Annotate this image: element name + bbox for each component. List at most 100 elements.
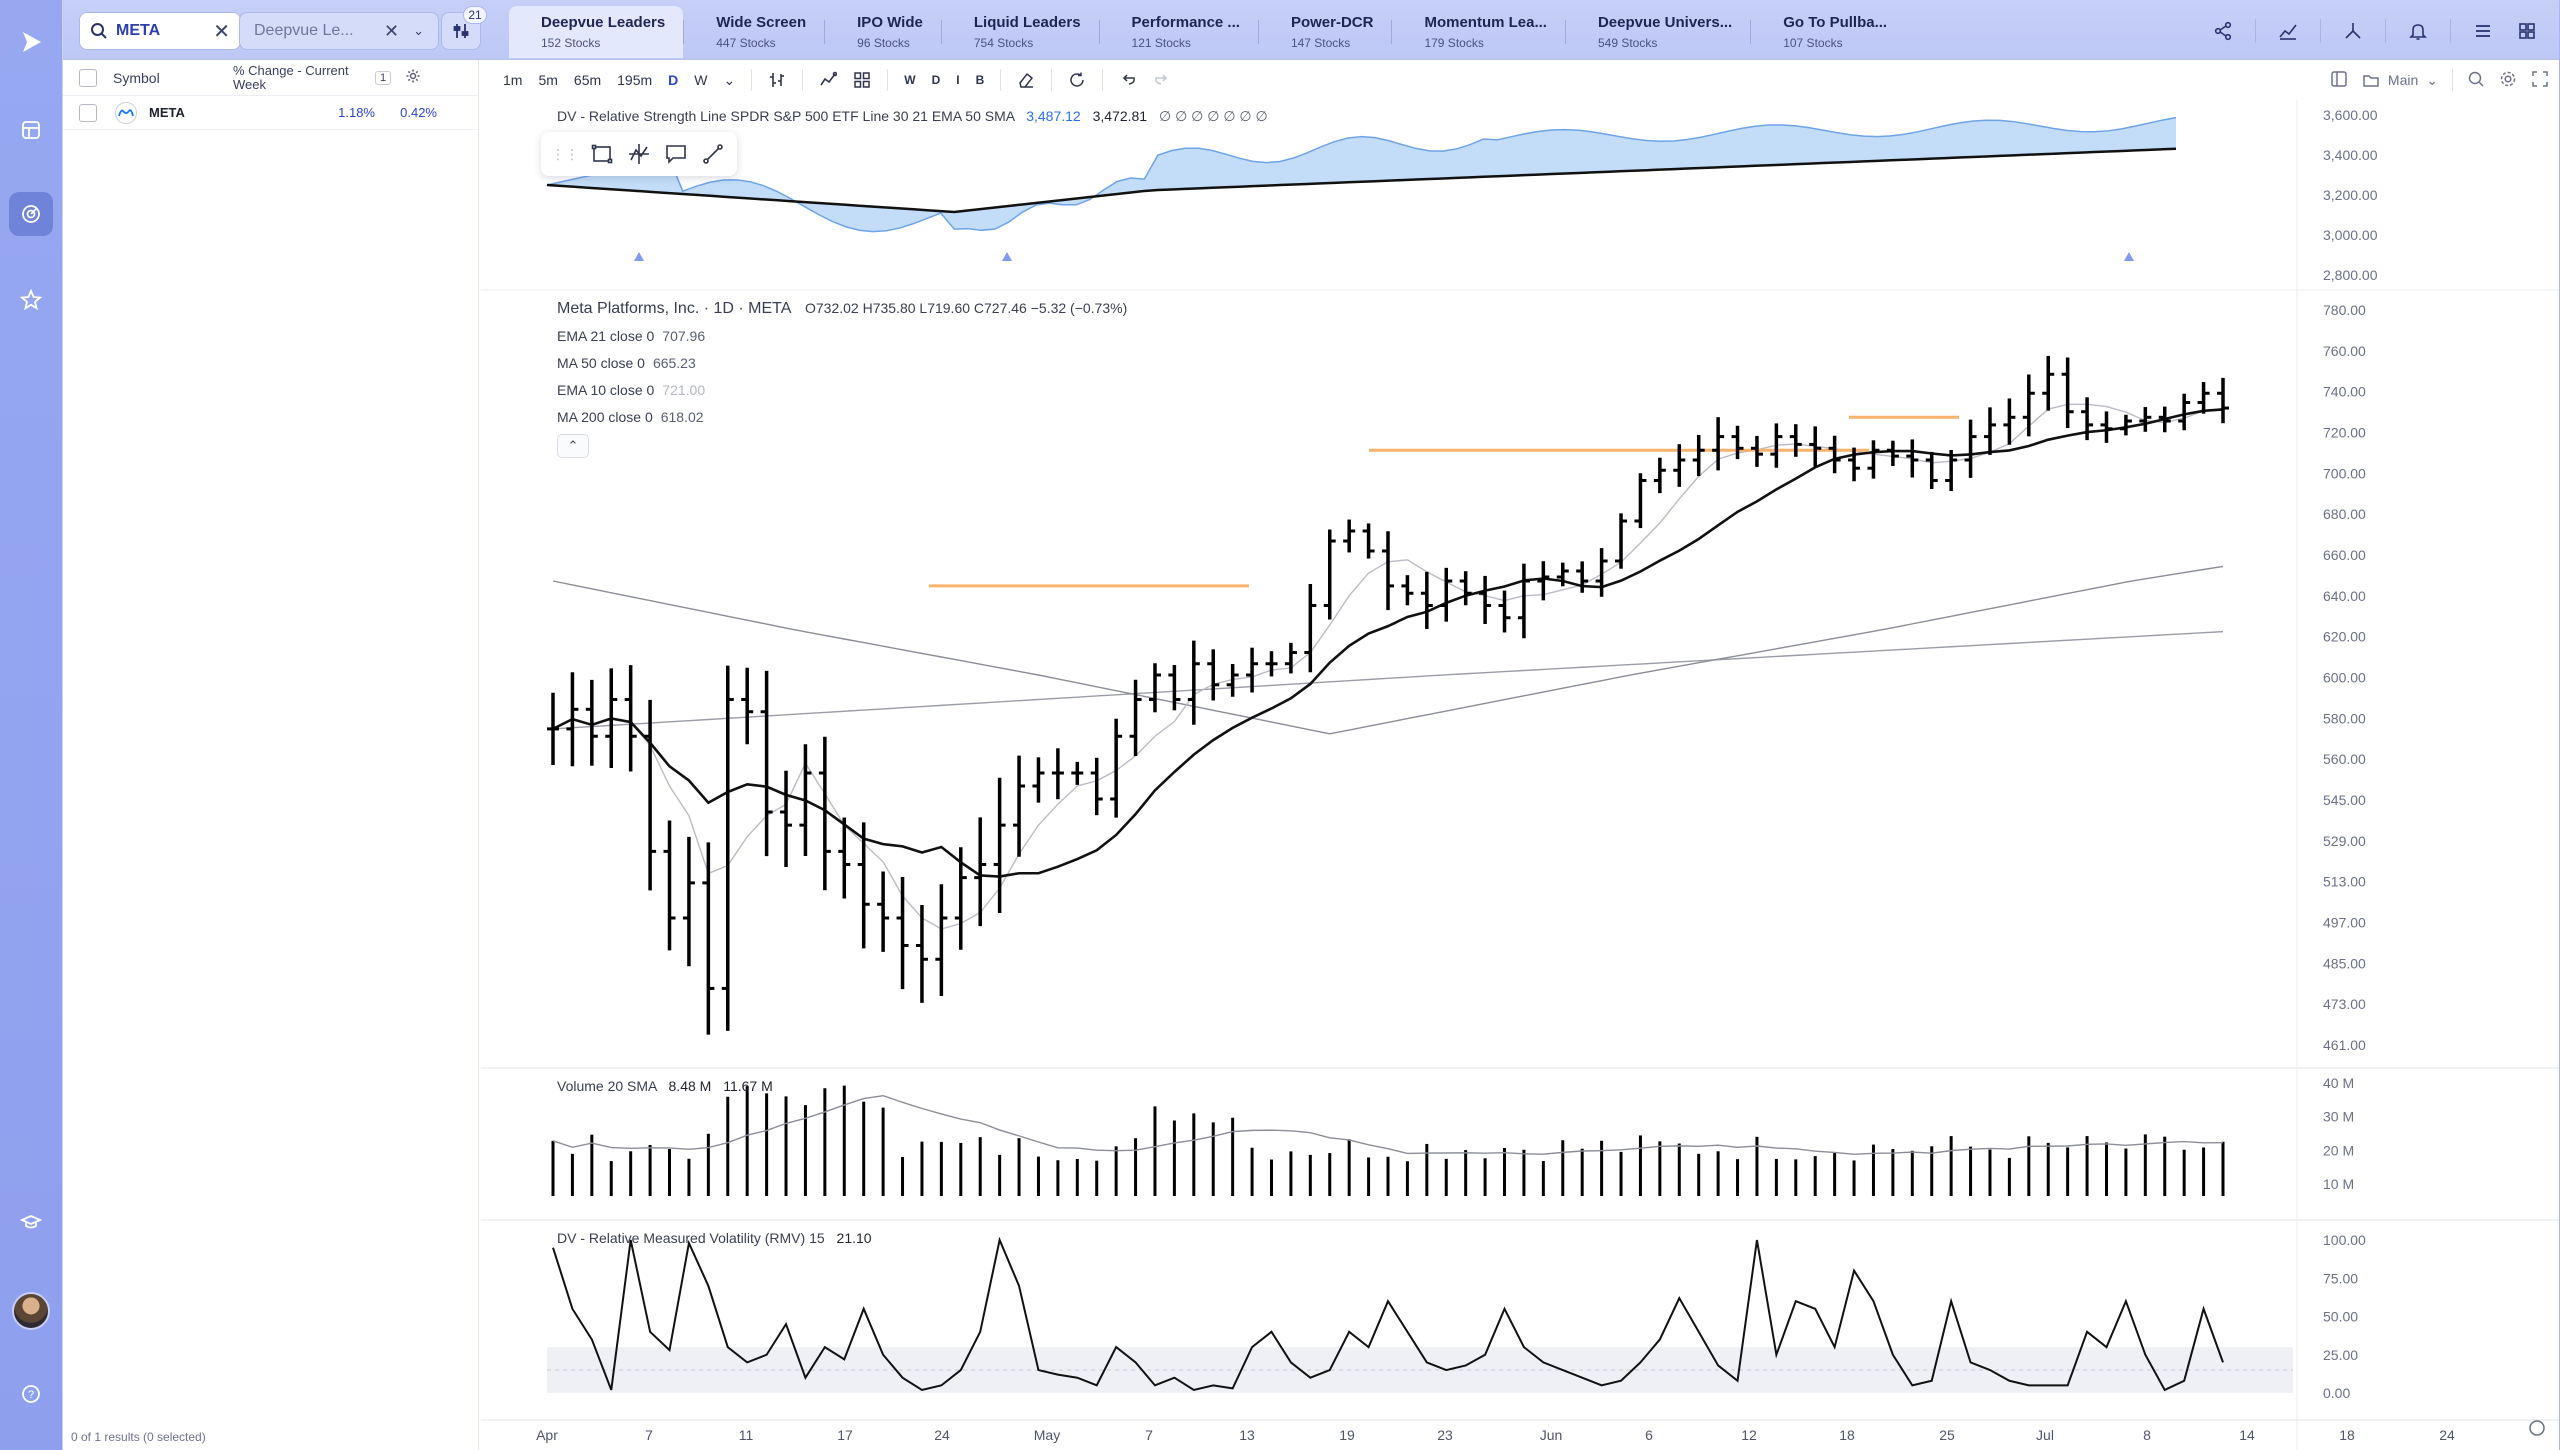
time-axis-label: 12: [1741, 1427, 1757, 1443]
price-bar: [1886, 440, 1899, 466]
drag-handle-icon[interactable]: ⋮⋮: [551, 145, 579, 162]
rs-axis-label: 2,800.00: [2323, 267, 2378, 283]
tab-2[interactable]: IPO Wide 96 Stocks: [825, 6, 941, 58]
chevron-down-icon[interactable]: ⌄: [413, 23, 424, 38]
price-bar: [857, 822, 870, 949]
interval-65m[interactable]: 65m: [573, 72, 602, 88]
column-settings-gear-icon[interactable]: [405, 68, 421, 87]
tab-4[interactable]: Performance ... 121 Stocks: [1100, 6, 1258, 58]
price-bar: [2081, 397, 2094, 441]
change-column-header[interactable]: % Change - Current Week: [233, 62, 349, 92]
price-bar: [993, 777, 1006, 914]
relative-strength-panel: [546, 116, 2177, 261]
mode-b[interactable]: B: [975, 73, 985, 87]
volume-panel: [551, 1085, 2225, 1196]
rmv-legend-value: 21.10: [836, 1230, 872, 1246]
volume-legend-value-1: 8.48 M: [668, 1078, 712, 1094]
tab-1[interactable]: Wide Screen 447 Stocks: [684, 6, 824, 58]
layout-select[interactable]: Main ⌄: [2362, 71, 2438, 89]
price-axis-label: 620.00: [2323, 629, 2366, 645]
tab-7[interactable]: Deepvue Univers... 549 Stocks: [1566, 6, 1750, 58]
interval-chevron-down-icon[interactable]: ⌄: [723, 71, 736, 88]
time-axis-label: 8: [2143, 1427, 2151, 1443]
watchlist-select[interactable]: Deepvue Le... ✕ ⌄: [239, 12, 439, 50]
symbol-search-input[interactable]: META ✕: [79, 12, 241, 50]
chart-settings-gear-icon[interactable]: [2499, 70, 2517, 91]
collapse-legend-chevron-up-icon[interactable]: ⌃: [557, 434, 589, 458]
interval-195m[interactable]: 195m: [617, 72, 653, 88]
study-ma200[interactable]: MA 200 close 0 618.02: [557, 409, 704, 425]
tab-count: 107 Stocks: [1783, 36, 1843, 50]
watchlist-clear-icon[interactable]: ✕: [384, 20, 400, 41]
rs-axis-label: 3,200.00: [2323, 187, 2378, 203]
price-axis-label: 485.00: [2323, 955, 2366, 971]
price-bar: [1207, 649, 1220, 701]
price-bar: [935, 884, 948, 997]
fullscreen-icon[interactable]: [2531, 70, 2549, 91]
templates-grid-icon[interactable]: [845, 66, 879, 94]
bell-icon[interactable]: [2398, 14, 2438, 48]
redo-icon[interactable]: [1145, 66, 1179, 94]
price-axis-label: 660.00: [2323, 547, 2366, 563]
watchlist-nav-icon[interactable]: [9, 108, 53, 152]
tab-3[interactable]: Liquid Leaders 754 Stocks: [942, 6, 1099, 58]
interval-1m[interactable]: 1m: [503, 72, 523, 88]
price-bar: [1362, 523, 1375, 559]
tab-6[interactable]: Momentum Lea... 179 Stocks: [1392, 6, 1565, 58]
price-title: Meta Platforms, Inc. · 1D · META: [557, 300, 791, 317]
user-avatar[interactable]: [12, 1292, 50, 1330]
tab-8[interactable]: Go To Pullba... 107 Stocks: [1751, 6, 1905, 58]
logo-play-icon[interactable]: [9, 20, 53, 64]
price-bar: [1304, 584, 1317, 673]
mode-weekly[interactable]: W: [904, 73, 916, 87]
price-bar: [1517, 563, 1530, 639]
watchlist-row[interactable]: META 1.18% 0.42%: [63, 96, 478, 130]
rmv-axis-label: 0.00: [2323, 1385, 2350, 1401]
help-icon[interactable]: ?: [9, 1372, 53, 1416]
grid-view-icon[interactable]: [2507, 14, 2547, 48]
row-change-day: 0.42%: [400, 105, 437, 120]
refresh-icon[interactable]: [1060, 66, 1094, 94]
undo-icon[interactable]: [1111, 66, 1145, 94]
mode-intraday[interactable]: I: [956, 73, 960, 87]
share-icon[interactable]: [2203, 14, 2243, 48]
scan-icon[interactable]: [2333, 14, 2373, 48]
stock-chart[interactable]: 3,600.00 3,400.00 3,200.00 3,000.00 2,800.00…: [481, 60, 2559, 1450]
search-clear-icon[interactable]: ✕: [213, 20, 230, 43]
bar-type-icon[interactable]: [760, 66, 794, 94]
row-checkbox[interactable]: [79, 103, 97, 122]
price-bar: [1983, 407, 1996, 455]
mode-daily[interactable]: D: [931, 73, 941, 87]
search-value: META: [116, 22, 161, 39]
favorites-star-icon[interactable]: [9, 278, 53, 322]
rectangle-tool-icon[interactable]: [587, 136, 616, 172]
interval-daily[interactable]: D: [668, 72, 679, 88]
scanner-nav-icon[interactable]: [9, 192, 53, 236]
study-ema10[interactable]: EMA 10 close 0 721.00: [557, 382, 705, 398]
indicators-icon[interactable]: [811, 66, 845, 94]
rs-axis-label: 3,400.00: [2323, 147, 2378, 163]
price-bar: [663, 820, 676, 951]
eraser-icon[interactable]: [1009, 66, 1043, 94]
price-axis-label: 545.00: [2323, 792, 2366, 808]
interval-weekly[interactable]: W: [694, 72, 708, 88]
crosshair-tool-icon[interactable]: [624, 136, 653, 172]
study-ma50[interactable]: MA 50 close 0 665.23: [557, 355, 696, 371]
layout-icon[interactable]: [2330, 70, 2348, 91]
price-bar: [1440, 567, 1453, 622]
app-frame: META ✕ Deepvue Le... ✕ ⌄ 21 Deepvue Lead…: [62, 0, 2559, 1450]
study-ema21[interactable]: EMA 21 close 0 707.96: [557, 328, 705, 344]
trendline-tool-icon[interactable]: [698, 136, 727, 172]
interval-5m[interactable]: 5m: [538, 72, 558, 88]
symbol-column-header[interactable]: Symbol: [113, 69, 160, 86]
tab-5[interactable]: Power-DCR 147 Stocks: [1259, 6, 1392, 58]
select-all-checkbox[interactable]: [79, 68, 97, 87]
note-tool-icon[interactable]: [661, 136, 690, 172]
zoom-search-icon[interactable]: [2467, 70, 2485, 91]
list-view-icon[interactable]: [2463, 14, 2503, 48]
chart-line-icon[interactable]: [2268, 14, 2308, 48]
education-cap-icon[interactable]: [9, 1200, 53, 1244]
price-bar: [1750, 435, 1763, 467]
study-ma200-label: MA 200 close 0: [557, 409, 653, 425]
tab-0[interactable]: Deepvue Leaders 152 Stocks: [509, 6, 684, 58]
